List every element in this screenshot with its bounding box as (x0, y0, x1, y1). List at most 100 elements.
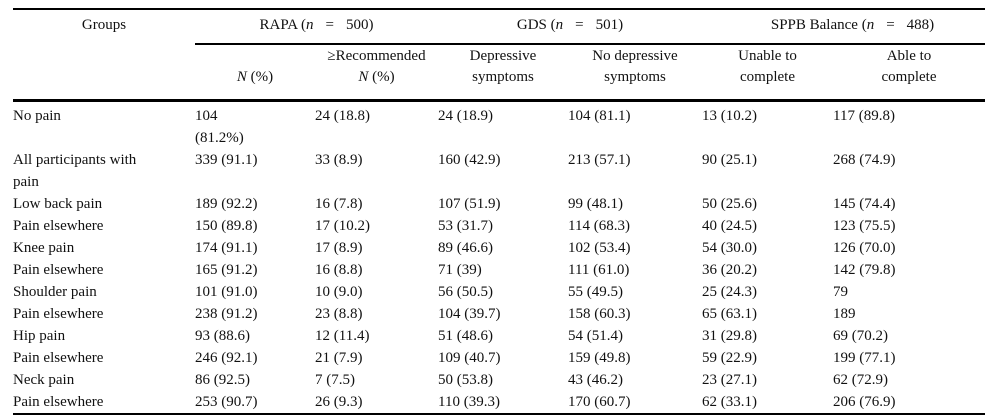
pain-measures-table: Groups RAPA (n = 500) GDS (n = 501) SPPB Bal… (13, 8, 986, 415)
cell-rapa-n: 101 (91.0) (195, 283, 258, 300)
cell-group-label: Knee pain (13, 239, 75, 256)
cell-gds-depressive: 110 (39.3) (438, 393, 500, 410)
cell-sppb-unable: 50 (25.6) (702, 195, 758, 212)
column-header-able: Able to complete (833, 44, 986, 102)
cell-rapa-n: 93 (88.6) (195, 327, 250, 344)
cell-sppb-able: 206 (76.9) (833, 393, 896, 410)
cell-rapa-recommended: 7 (7.5) (315, 371, 355, 388)
cell-gds-no-depressive: 213 (57.1) (568, 151, 631, 168)
column-group-rapa: RAPA (n = 500) (195, 9, 438, 45)
cell-sppb-unable: 36 (20.2) (702, 261, 758, 278)
gds-n-variable: n (555, 17, 564, 33)
cell-rapa-n: 246 (92.1) (195, 349, 258, 366)
cell-rapa-recommended: 16 (8.8) (315, 261, 363, 278)
cell-sppb-unable: 13 (10.2) (702, 107, 758, 124)
sppb-label-prefix: SPPB Balance ( (770, 17, 867, 33)
cell-sppb-unable: 23 (27.1) (702, 371, 758, 388)
cell-rapa-n: 104 (81.2%) (195, 107, 244, 146)
column-header-depressive: Depressive symptoms (438, 44, 568, 102)
cell-group-label: Shoulder pain (13, 283, 97, 300)
table-row-all-participants: All participants with pain 339 (91.1) 33… (13, 149, 985, 193)
cell-rapa-recommended: 12 (11.4) (315, 327, 370, 344)
cell-gds-no-depressive: 159 (49.8) (568, 349, 631, 366)
cell-gds-depressive: 71 (39) (438, 261, 482, 278)
gds-equals-sign: = (575, 17, 584, 33)
cell-gds-no-depressive: 111 (61.0) (568, 261, 630, 278)
sub-header-row: N (%) ≥Recommended N (%) Depressive sympt… (13, 44, 986, 102)
cell-group-label: Low back pain (13, 195, 103, 212)
table-row-pain-elsewhere: Pain elsewhere 246 (92.1) 21 (7.9) 109 (… (13, 347, 985, 369)
table-row-knee-pain: Knee pain 174 (91.1) 17 (8.9) 89 (46.6) … (13, 237, 985, 259)
cell-group-label: All participants with pain (13, 151, 137, 190)
column-header-recommended: ≥Recommended N (%) (315, 44, 438, 102)
rapa-equals-sign: = (325, 17, 335, 33)
cell-sppb-able: 62 (72.9) (833, 371, 889, 388)
table-body: No pain 104 (81.2%) 24 (18.8) 24 (18.9) … (13, 100, 985, 414)
rapa-sample-size: 500) (346, 17, 374, 33)
cell-rapa-n: 150 (89.8) (195, 217, 258, 234)
table-row-no-pain: No pain 104 (81.2%) 24 (18.8) 24 (18.9) … (13, 100, 985, 149)
cell-rapa-n: 253 (90.7) (195, 393, 258, 410)
gds-label-prefix: GDS ( (516, 17, 556, 33)
cell-rapa-recommended: 21 (7.9) (315, 349, 363, 366)
table-row-low-back-pain: Low back pain 189 (92.2) 16 (7.8) 107 (5… (13, 193, 985, 215)
cell-gds-no-depressive: 54 (51.4) (568, 327, 623, 344)
cell-sppb-able: 126 (70.0) (833, 239, 896, 256)
cell-sppb-able: 145 (74.4) (833, 195, 896, 212)
recommended-n-pct: N (%) (315, 67, 438, 88)
cell-group-label: Pain elsewhere (13, 393, 104, 410)
cell-gds-no-depressive: 43 (46.2) (568, 371, 623, 388)
cell-rapa-n: 238 (91.2) (195, 305, 258, 322)
groups-header-label: Groups (81, 17, 127, 33)
recommended-label: ≥Recommended (327, 47, 426, 64)
cell-sppb-able: 79 (833, 283, 849, 300)
cell-sppb-unable: 25 (24.3) (702, 283, 758, 300)
gds-sample-size: 501) (595, 17, 624, 33)
cell-rapa-recommended: 17 (10.2) (315, 217, 370, 234)
column-group-header-row: Groups RAPA (n = 500) GDS (n = 501) SPPB Bal… (13, 9, 986, 102)
cell-rapa-recommended: 17 (8.9) (315, 239, 363, 256)
cell-sppb-able: 69 (70.2) (833, 327, 889, 344)
cell-gds-no-depressive: 158 (60.3) (568, 305, 631, 322)
cell-group-label: Pain elsewhere (13, 349, 104, 366)
cell-group-label: Neck pain (13, 371, 75, 388)
cell-gds-depressive: 89 (46.6) (438, 239, 493, 256)
cell-rapa-recommended: 33 (8.9) (315, 151, 363, 168)
cell-sppb-unable: 65 (63.1) (702, 305, 758, 322)
cell-sppb-able: 268 (74.9) (833, 151, 896, 168)
table-row-pain-elsewhere: Pain elsewhere 253 (90.7) 26 (9.3) 110 (… (13, 391, 985, 414)
cell-rapa-n: 339 (91.1) (195, 151, 258, 168)
sppb-sample-size: 488) (906, 17, 935, 33)
cell-gds-no-depressive: 104 (81.1) (568, 107, 631, 124)
cell-sppb-able: 117 (89.8) (833, 107, 895, 124)
cell-sppb-able: 189 (833, 305, 856, 322)
table-row-shoulder-pain: Shoulder pain 101 (91.0) 10 (9.0) 56 (50… (13, 281, 985, 303)
sppb-equals-sign: = (886, 17, 895, 33)
column-header-n-pct: N (%) (195, 44, 315, 102)
cell-gds-depressive: 160 (42.9) (438, 151, 501, 168)
column-header-groups: Groups (13, 9, 195, 102)
cell-rapa-n: 165 (91.2) (195, 261, 258, 278)
sppb-n-variable: n (866, 17, 875, 33)
cell-gds-depressive: 50 (53.8) (438, 371, 493, 388)
cell-gds-no-depressive: 170 (60.7) (568, 393, 631, 410)
pct-suffix: (%) (246, 68, 274, 85)
table-row-pain-elsewhere: Pain elsewhere 238 (91.2) 23 (8.8) 104 (… (13, 303, 985, 325)
cell-gds-no-depressive: 114 (68.3) (568, 217, 630, 234)
cell-rapa-n: 189 (92.2) (195, 195, 258, 212)
cell-gds-depressive: 53 (31.7) (438, 217, 493, 234)
cell-group-label: No pain (13, 107, 61, 124)
cell-rapa-n: 86 (92.5) (195, 371, 250, 388)
cell-sppb-unable: 31 (29.8) (702, 327, 758, 344)
cell-gds-depressive: 107 (51.9) (438, 195, 501, 212)
cell-sppb-able: 142 (79.8) (833, 261, 896, 278)
cell-sppb-able: 123 (75.5) (833, 217, 896, 234)
cell-sppb-able: 199 (77.1) (833, 349, 896, 366)
table-row-neck-pain: Neck pain 86 (92.5) 7 (7.5) 50 (53.8) 43… (13, 369, 985, 391)
cell-group-label: Pain elsewhere (13, 217, 104, 234)
cell-gds-no-depressive: 99 (48.1) (568, 195, 623, 212)
cell-rapa-recommended: 26 (9.3) (315, 393, 363, 410)
cell-rapa-recommended: 23 (8.8) (315, 305, 363, 322)
cell-gds-depressive: 56 (50.5) (438, 283, 493, 300)
